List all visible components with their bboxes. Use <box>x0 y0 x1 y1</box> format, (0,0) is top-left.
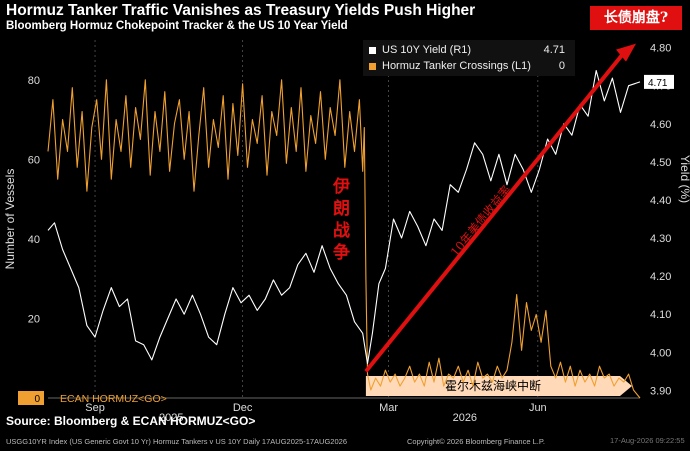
left-tick-label: 80 <box>28 75 40 87</box>
left-tick-label: 20 <box>28 313 40 325</box>
right-tick-label: 3.90 <box>650 385 671 397</box>
left-last-value: 0 <box>34 394 40 405</box>
grid-lines <box>48 40 640 399</box>
legend-value: 0 <box>558 60 565 72</box>
red-arrow-line <box>364 51 626 373</box>
year-label: 2025 <box>159 412 183 424</box>
right-tick-label: 4.60 <box>650 119 671 131</box>
war-label-char: 伊 <box>332 176 350 197</box>
legend-item-tankers: Hormuz Tanker Crossings (L1) 0 <box>369 58 569 74</box>
chart-legend: US 10Y Yield (R1) 4.71 Hormuz Tanker Cro… <box>363 40 575 76</box>
war-label-char: 战 <box>333 221 350 241</box>
war-label-char: 争 <box>333 242 350 263</box>
red-arrow-head-icon <box>616 43 636 62</box>
strait-disruption-label: 霍尔木兹海峡中断 <box>445 378 541 393</box>
right-tick-label: 4.80 <box>650 43 671 55</box>
chart-title: Hormuz Tanker Traffic Vanishes as Treasu… <box>6 2 476 19</box>
series-lines <box>47 69 641 399</box>
legend-label: US 10Y Yield (R1) <box>382 44 472 56</box>
left-axis-title: Number of Vessels <box>3 169 17 270</box>
legend-swatch-orange-icon <box>369 62 376 70</box>
series-line-tankers <box>47 79 641 399</box>
ecan-label: ECAN HORMUZ<GO> <box>60 393 167 405</box>
war-label-char: 朗 <box>333 198 350 219</box>
series-line-yield <box>47 69 641 365</box>
x-tick-label: Sep <box>85 402 105 414</box>
right-axis-title: Yield (%) <box>678 155 690 203</box>
legend-label: Hormuz Tanker Crossings (L1) <box>382 60 531 72</box>
x-tick-label: Jun <box>529 402 547 414</box>
right-tick-label: 4.40 <box>650 195 671 207</box>
right-tick-label: 4.30 <box>650 233 671 245</box>
year-label: 2026 <box>453 412 477 424</box>
footer-copyright: Copyright© 2026 Bloomberg Finance L.P. <box>407 437 545 446</box>
legend-swatch-white-icon <box>369 46 376 54</box>
legend-item-yield: US 10Y Yield (R1) 4.71 <box>369 42 569 58</box>
right-tick-label: 4.50 <box>650 157 671 169</box>
right-tick-label: 4.20 <box>650 271 671 283</box>
left-tick-label: 60 <box>28 154 40 166</box>
right-last-value-box <box>644 74 674 89</box>
left-tick-label: 40 <box>28 234 40 246</box>
chart-subtitle: Bloomberg Hormuz Chokepoint Tracker & th… <box>6 20 348 32</box>
x-tick-label: Dec <box>233 402 253 414</box>
footer-source: Source: Bloomberg & ECAN HORMUZ<GO> <box>6 414 256 428</box>
bond-crash-badge: 长债崩盘? <box>590 6 682 30</box>
yield-arrow-label: 10年美债收益率 <box>447 182 514 259</box>
legend-value: 4.71 <box>543 44 565 56</box>
right-tick-label: 4.00 <box>650 347 671 359</box>
right-tick-label: 4.10 <box>650 309 671 321</box>
right-last-value: 4.71 <box>648 78 668 89</box>
footer-index-description: USGG10YR Index (US Generic Govt 10 Yr) H… <box>6 437 347 446</box>
x-tick-label: Mar <box>379 402 398 414</box>
left-last-value-box <box>18 391 44 405</box>
axis-ticks: 0 20 40 60 80 3.90 4.00 4.10 4.20 4.30 4.40 4.50 4.6… <box>3 43 690 424</box>
footer-timestamp: 17-Aug-2026 09:22:55 <box>610 436 685 445</box>
